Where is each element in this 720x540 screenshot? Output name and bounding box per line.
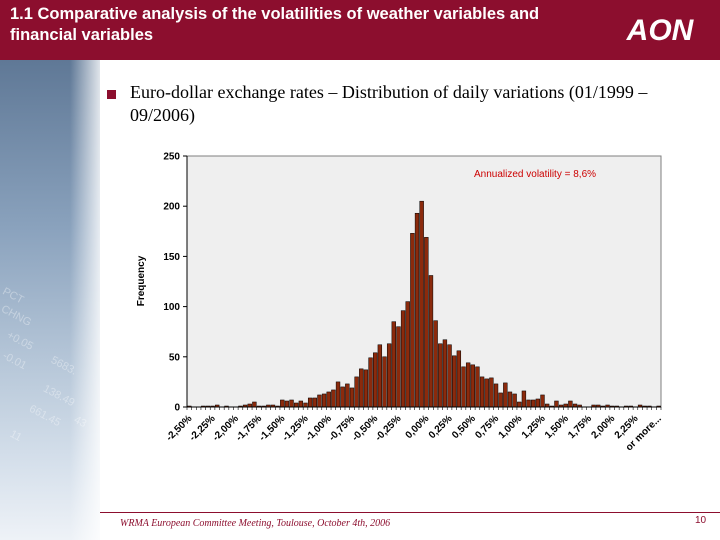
x-tick-label: 0,50% xyxy=(450,413,478,441)
histogram-bar xyxy=(456,350,462,408)
histogram-bar xyxy=(568,400,573,408)
histogram-bar xyxy=(438,343,443,408)
histogram-bar xyxy=(540,394,545,408)
histogram-bar xyxy=(307,397,313,408)
y-axis-label: Frequency xyxy=(136,255,147,306)
footer-text: WRMA European Committee Meeting, Toulous… xyxy=(120,518,391,529)
histogram-bar xyxy=(289,399,294,408)
histogram-bar xyxy=(521,390,527,408)
histogram-bar xyxy=(354,376,359,408)
histogram-bar xyxy=(554,400,559,408)
histogram-bar xyxy=(489,377,494,408)
histogram-bar xyxy=(284,400,290,408)
histogram-bar xyxy=(465,362,471,408)
sidebar-number: 661.45 xyxy=(27,402,63,430)
aon-logo-text: AON xyxy=(626,14,695,47)
sidebar-number: CHNG xyxy=(0,303,34,329)
histogram-bar xyxy=(461,366,466,408)
histogram-bar xyxy=(345,383,350,408)
x-tick-label: 0,75% xyxy=(473,413,501,441)
x-tick-label: 1,50% xyxy=(543,413,571,441)
histogram-bar xyxy=(507,391,513,408)
y-tick-label: 250 xyxy=(163,152,180,163)
histogram-bar xyxy=(377,344,383,408)
histogram-bar xyxy=(312,397,317,408)
histogram-bar xyxy=(340,386,345,408)
histogram-bar xyxy=(368,357,373,408)
sidebar-image: PCT CHNG +0.05 -0.01 5683. 138.49 661.45… xyxy=(0,60,100,540)
histogram-bar xyxy=(442,339,448,408)
bullet-marker xyxy=(107,90,116,99)
histogram-bar xyxy=(373,352,378,408)
y-tick-label: 200 xyxy=(163,202,180,213)
histogram-bar xyxy=(359,368,364,408)
footer-rule xyxy=(100,512,720,513)
x-tick-label: 1,75% xyxy=(566,413,594,441)
histogram-bar xyxy=(433,320,438,408)
histogram-bar xyxy=(428,275,434,408)
bullet-text: Euro-dollar exchange rates – Distributio… xyxy=(130,82,648,125)
histogram-bar xyxy=(470,364,475,408)
page-number: 10 xyxy=(695,515,707,526)
histogram-bar xyxy=(424,237,429,408)
histogram-bar xyxy=(252,401,257,408)
histogram-bar xyxy=(363,369,369,408)
histogram-bar xyxy=(414,212,420,408)
histogram-bar xyxy=(526,399,531,408)
histogram-bar xyxy=(298,400,304,408)
histogram-bar xyxy=(382,356,387,408)
histogram-bar xyxy=(349,387,355,408)
histogram-bar xyxy=(386,343,392,408)
histogram-bar xyxy=(321,393,327,408)
histogram-bar xyxy=(484,378,489,408)
header-banner: 1.1 Comparative analysis of the volatili… xyxy=(0,0,720,60)
histogram-bar xyxy=(512,393,517,408)
histogram-bar xyxy=(317,394,322,408)
histogram-bar xyxy=(503,382,508,408)
histogram-bar xyxy=(396,326,401,408)
sidebar-number: +0.05 xyxy=(4,329,36,353)
plot-area xyxy=(186,155,662,408)
y-tick-label: 0 xyxy=(174,403,180,414)
histogram-bar xyxy=(335,381,341,408)
y-tick-label: 100 xyxy=(163,302,180,313)
x-tick-label: 1,25% xyxy=(520,413,548,441)
histogram-bar xyxy=(303,402,308,408)
histogram-bar xyxy=(410,233,415,408)
histogram-bar xyxy=(326,391,331,408)
histogram-bar xyxy=(535,398,541,408)
histogram-bar xyxy=(391,321,396,408)
histogram-bar xyxy=(447,344,452,408)
x-tick-label: 0,25% xyxy=(427,413,455,441)
histogram-chart: 050100150200250-2,50%-2,25%-2,00%-1,75%-… xyxy=(136,152,664,454)
histogram-bar xyxy=(400,310,406,408)
histogram-bar xyxy=(531,399,536,408)
sidebar-fade xyxy=(70,60,100,540)
histogram-bar xyxy=(517,401,522,408)
sidebar-number: -0.01 xyxy=(0,349,29,373)
histogram-bar xyxy=(479,376,485,408)
histogram-bar xyxy=(294,402,299,408)
y-tick-label: 150 xyxy=(163,252,180,263)
histogram-bar xyxy=(498,392,503,408)
aon-logo: AON xyxy=(626,14,695,47)
histogram-bar xyxy=(419,200,424,408)
histogram-bar xyxy=(493,383,499,408)
histogram-bar xyxy=(475,366,480,408)
histogram-bar xyxy=(331,389,336,408)
slide-title: 1.1 Comparative analysis of the volatili… xyxy=(10,5,540,44)
x-tick-label: -0,25% xyxy=(373,413,403,443)
histogram-bar xyxy=(405,301,410,408)
sidebar-number: 11 xyxy=(7,428,24,444)
volatility-annotation: Annualized volatility = 8,6% xyxy=(474,169,596,180)
histogram-bar xyxy=(280,399,285,408)
x-tick-label: 1,00% xyxy=(497,413,525,441)
histogram-bar xyxy=(452,355,457,408)
y-tick-label: 50 xyxy=(169,352,181,363)
x-tick-label: 0,00% xyxy=(404,413,432,441)
x-tick-label: 2,00% xyxy=(590,413,618,441)
